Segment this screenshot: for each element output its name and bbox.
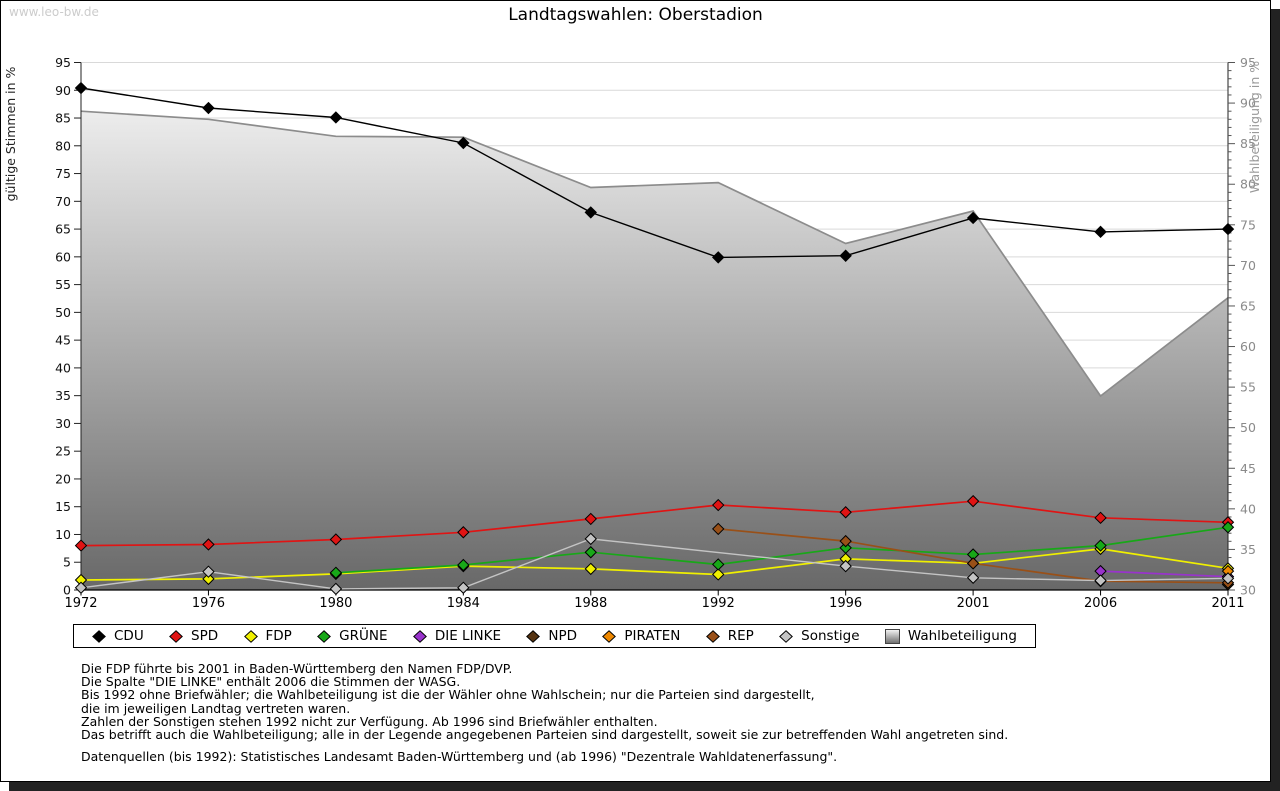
svg-text:95: 95 <box>1240 55 1256 70</box>
diamond-marker-icon <box>705 629 720 643</box>
svg-text:30: 30 <box>55 416 71 431</box>
series-cdu <box>74 81 1235 264</box>
svg-text:1988: 1988 <box>574 596 607 611</box>
legend-label: Wahlbeteiligung <box>907 628 1017 644</box>
diamond-marker-icon <box>317 629 332 643</box>
svg-text:60: 60 <box>55 249 71 264</box>
svg-text:80: 80 <box>1240 177 1256 192</box>
svg-text:1992: 1992 <box>702 596 735 611</box>
legend-item-cdu: CDU <box>92 628 144 644</box>
left-axis-title: gültige Stimmen in % <box>3 66 18 201</box>
svg-text:30: 30 <box>1240 583 1256 598</box>
footnotes: Die FDP führte bis 2001 in Baden-Württem… <box>81 662 1008 741</box>
legend-item-sonstige: Sonstige <box>779 628 860 644</box>
svg-text:85: 85 <box>55 111 71 126</box>
svg-text:2006: 2006 <box>1084 596 1117 611</box>
diamond-marker-icon <box>412 629 427 643</box>
svg-text:15: 15 <box>55 499 71 514</box>
legend-item-rep: REP <box>705 628 754 644</box>
svg-text:55: 55 <box>55 277 71 292</box>
svg-text:1984: 1984 <box>447 596 480 611</box>
election-chart-svg: 0 5 10 15 20 25 30 35 40 45 50 55 60 65 70 75 80 85 90 95 30… <box>3 55 1262 611</box>
legend-label: FDP <box>265 628 292 644</box>
page-title: Landtagswahlen: Oberstadion <box>508 5 763 25</box>
series-spd <box>74 494 1235 552</box>
legend-label: SPD <box>191 628 219 644</box>
svg-text:1980: 1980 <box>319 596 352 611</box>
svg-text:50: 50 <box>55 305 71 320</box>
axes: 0 5 10 15 20 25 30 35 40 45 50 55 60 65 70 75 80 85 90 95 30… <box>3 55 1262 611</box>
svg-text:45: 45 <box>55 333 71 348</box>
diamond-marker-icon <box>243 629 258 643</box>
svg-text:25: 25 <box>55 444 71 459</box>
svg-text:20: 20 <box>55 471 71 486</box>
svg-text:50: 50 <box>1240 420 1256 435</box>
diamond-marker-icon <box>92 629 106 643</box>
svg-text:65: 65 <box>1240 298 1256 313</box>
footnote-line: Bis 1992 ohne Briefwähler; die Wahlbetei… <box>81 687 815 703</box>
legend-item-spd: SPD <box>169 628 218 644</box>
legend-item-piraten: PIRATEN <box>602 628 680 644</box>
svg-text:35: 35 <box>1240 542 1256 557</box>
legend-item-wahlbeteiligung: Wahlbeteiligung <box>884 628 1017 644</box>
svg-text:75: 75 <box>1240 217 1256 232</box>
legend-label: CDU <box>114 628 144 644</box>
svg-text:75: 75 <box>55 166 71 181</box>
svg-text:65: 65 <box>55 222 71 237</box>
series-wahlbeteiligung-area <box>80 110 1229 590</box>
legend-label: PIRATEN <box>624 628 681 644</box>
svg-text:0: 0 <box>63 583 71 598</box>
footnote-line: Die FDP führte bis 2001 in Baden-Württem… <box>81 661 513 676</box>
legend-label: DIE LINKE <box>434 628 502 644</box>
legend-item-fdp: FDP <box>243 628 292 644</box>
svg-text:70: 70 <box>55 194 71 209</box>
series-grüne <box>329 521 1235 579</box>
svg-text:1996: 1996 <box>829 596 862 611</box>
legend-label: GRÜNE <box>339 628 388 644</box>
svg-text:45: 45 <box>1240 461 1256 476</box>
svg-text:90: 90 <box>55 83 71 98</box>
diamond-marker-icon <box>169 629 183 643</box>
footnote-line: Das betrifft auch die Wahlbeteiligung; a… <box>81 727 1009 743</box>
svg-text:90: 90 <box>1240 96 1256 111</box>
diamond-marker-icon <box>779 629 794 643</box>
svg-text:85: 85 <box>1240 136 1256 151</box>
svg-text:40: 40 <box>1240 501 1256 516</box>
svg-text:10: 10 <box>55 527 71 542</box>
svg-text:40: 40 <box>55 360 71 375</box>
diamond-marker-icon <box>526 629 541 643</box>
legend-label: REP <box>727 628 754 644</box>
legend-label: NPD <box>548 628 578 644</box>
footnote-line: Die Spalte "DIE LINKE" enthält 2006 die … <box>81 674 461 690</box>
svg-text:1972: 1972 <box>64 596 97 611</box>
datasource-note: Datenquellen (bis 1992): Statistisches L… <box>81 749 838 764</box>
svg-text:70: 70 <box>1240 258 1256 273</box>
svg-text:35: 35 <box>55 388 71 403</box>
diamond-marker-icon <box>602 629 617 643</box>
svg-text:60: 60 <box>1240 339 1256 354</box>
chart-legend: CDU SPD FDP GRÜNE DIE LINKE NPD PIRATEN REP Sons… <box>73 624 1036 648</box>
watermark: www.leo-bw.de <box>9 5 99 19</box>
right-axis-title: Wahlbeteiligung in % <box>1247 61 1262 193</box>
svg-text:2011: 2011 <box>1211 596 1244 611</box>
series-sonstige <box>74 532 1235 596</box>
legend-item-grüne: GRÜNE <box>317 628 388 644</box>
legend-label: Sonstige <box>801 628 860 644</box>
svg-text:2001: 2001 <box>957 596 990 611</box>
svg-text:95: 95 <box>55 55 71 70</box>
footnote-line: Zahlen der Sonstigen stehen 1992 nicht z… <box>81 713 658 729</box>
svg-text:1976: 1976 <box>192 596 225 611</box>
legend-item-npd: NPD <box>526 628 577 644</box>
svg-text:55: 55 <box>1240 380 1256 395</box>
svg-text:5: 5 <box>63 555 71 570</box>
footnote-line: die im jeweiligen Landtag vertreten ware… <box>81 700 351 716</box>
legend-item-die-linke: DIE LINKE <box>412 628 502 644</box>
wahlbeteiligung-swatch-icon <box>884 628 900 644</box>
svg-text:80: 80 <box>55 138 71 153</box>
